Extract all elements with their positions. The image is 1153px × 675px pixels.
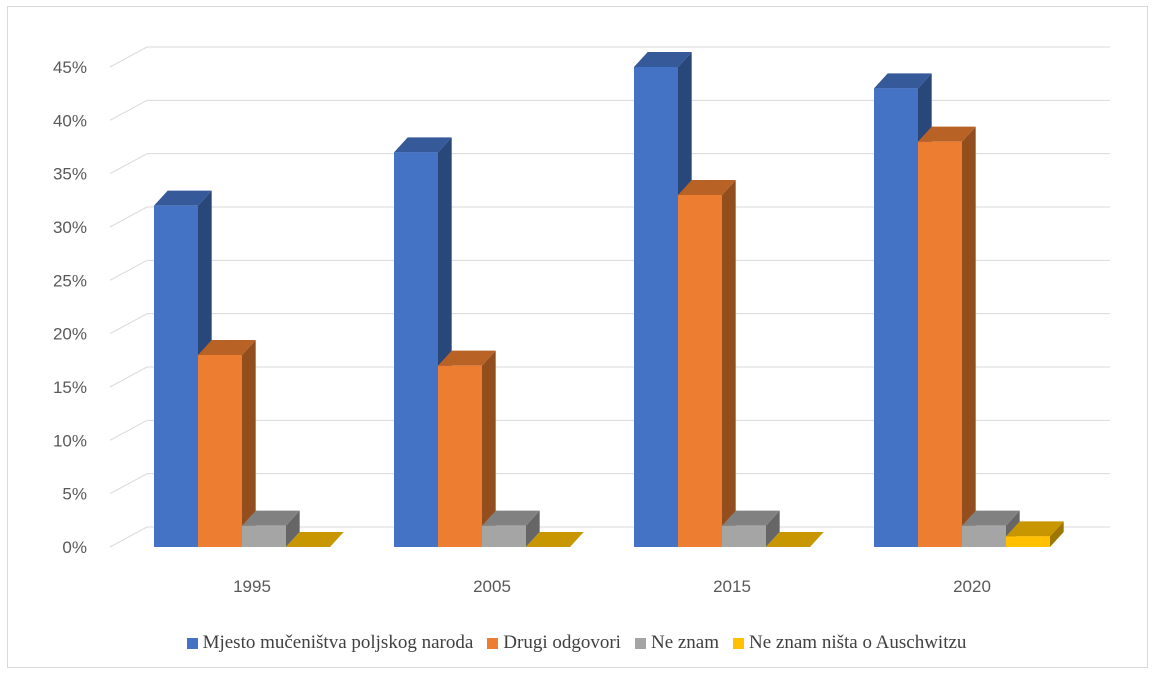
x-tick-label: 2015 — [713, 577, 751, 596]
legend-label-series-3: Ne znam — [650, 632, 720, 653]
bar — [154, 205, 198, 547]
bar — [242, 525, 286, 547]
bar — [678, 195, 722, 547]
x-tick-label: 2020 — [953, 577, 991, 596]
bar-side — [286, 510, 300, 547]
y-tick-label: 35% — [53, 165, 87, 184]
bar — [1006, 536, 1050, 547]
legend-label-series-2: Drugi odgovori — [503, 632, 621, 653]
gridline-depth — [109, 473, 148, 495]
bar — [874, 88, 918, 547]
bar-top — [526, 532, 584, 547]
bar — [438, 365, 482, 547]
bar-side — [1050, 521, 1064, 547]
bar — [394, 152, 438, 548]
bar — [482, 525, 526, 547]
legend-swatch-series-1 — [186, 637, 198, 649]
bar-top — [678, 180, 736, 195]
bar — [634, 67, 678, 547]
bar-top — [198, 340, 256, 355]
x-tick-label: 1995 — [233, 577, 271, 596]
bar-top — [634, 52, 692, 67]
y-tick-label: 5% — [62, 485, 87, 504]
gridline-depth — [109, 259, 148, 281]
y-tick-label: 45% — [53, 58, 87, 77]
legend-item-series-2: Drugi odgovori — [487, 632, 621, 654]
bar — [918, 141, 962, 547]
bar-top — [962, 510, 1020, 526]
bar-side — [766, 510, 780, 547]
legend-item-series-1: Mjesto mučeništva poljskog naroda — [186, 632, 474, 654]
bar-top — [1006, 521, 1064, 537]
bar-side — [962, 126, 976, 548]
y-tick-label: 40% — [53, 111, 87, 130]
legend: Mjesto mučeništva poljskog naroda Drugi … — [0, 632, 1153, 654]
gridline-depth — [109, 153, 148, 175]
legend-label-series-1: Mjesto mučeništva poljskog naroda — [202, 632, 474, 653]
bar-top — [394, 137, 452, 153]
bar-top — [918, 126, 976, 142]
bar — [962, 525, 1006, 547]
gridline-depth — [109, 99, 148, 121]
bar-chart: 0% 5% 10% 15% 20% 25% 30% 35% 40% 45% 1995 2005 2015… — [53, 46, 1110, 596]
y-tick-label: 30% — [53, 218, 87, 237]
legend-swatch-series-2 — [487, 637, 499, 649]
bar — [198, 355, 242, 547]
bar-top — [874, 73, 932, 89]
bar-side — [242, 340, 256, 547]
gridline-depth — [109, 419, 148, 441]
y-tick-label: 20% — [53, 325, 87, 344]
bar-side — [526, 510, 540, 547]
gridline-depth — [109, 206, 148, 228]
bar-top — [722, 510, 780, 526]
gridline-depth — [109, 313, 148, 335]
gridline-depth — [109, 526, 148, 548]
x-tick-label: 2005 — [473, 577, 511, 596]
legend-item-series-4: Ne znam ništa o Auschwitzu — [733, 632, 966, 654]
bar-top — [482, 510, 540, 526]
bar — [722, 525, 766, 547]
y-tick-label: 15% — [53, 378, 87, 397]
legend-swatch-series-4 — [733, 637, 745, 649]
gridline-depth — [109, 366, 148, 388]
bar-top — [766, 532, 824, 547]
y-tick-label: 10% — [53, 431, 87, 450]
bar-top — [242, 510, 300, 526]
legend-swatch-series-3 — [634, 637, 646, 649]
bar-top — [438, 350, 496, 366]
bar-side — [482, 350, 496, 547]
y-tick-label: 0% — [62, 538, 87, 557]
bar-side — [722, 180, 736, 547]
legend-item-series-3: Ne znam — [634, 632, 720, 654]
bar-top — [286, 532, 344, 547]
bar-top — [154, 190, 212, 206]
y-tick-label: 25% — [53, 271, 87, 290]
gridline-depth — [109, 46, 148, 68]
legend-label-series-4: Ne znam ništa o Auschwitzu — [749, 632, 967, 653]
